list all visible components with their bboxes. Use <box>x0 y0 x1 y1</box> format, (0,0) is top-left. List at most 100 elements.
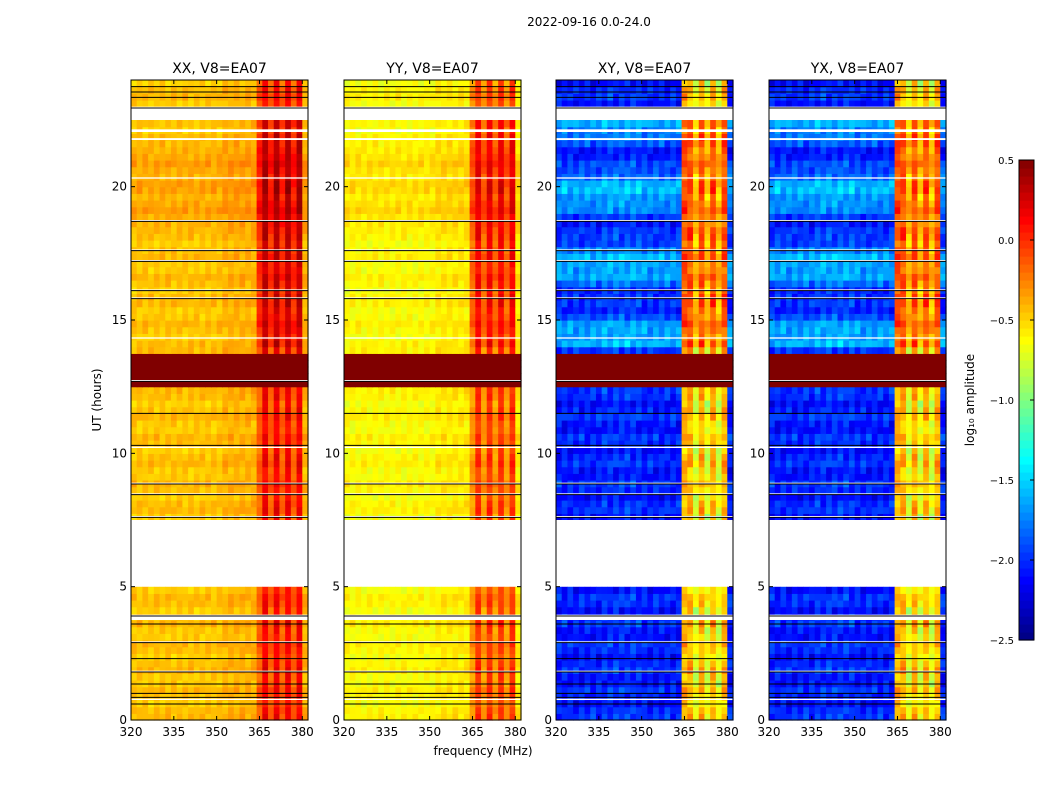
heatmap-cell <box>205 346 212 354</box>
heatmap-cell <box>131 200 138 208</box>
heatmap-cell <box>412 713 419 721</box>
heatmap-cell <box>131 446 138 454</box>
heatmap-cell <box>395 413 402 421</box>
heatmap-cell <box>498 706 505 714</box>
heatmap-cell <box>279 646 286 654</box>
heatmap-cell <box>503 346 511 354</box>
heatmap-cell <box>228 140 235 148</box>
heatmap-cell <box>290 86 298 94</box>
heatmap-cell <box>481 366 488 374</box>
heatmap-cell <box>136 233 144 241</box>
heatmap-cell <box>296 193 303 201</box>
heatmap-cell <box>441 233 448 241</box>
heatmap-cell <box>395 493 402 501</box>
heatmap-cell <box>492 500 499 508</box>
heatmap-cell <box>136 226 144 234</box>
heatmap-cell <box>233 706 241 714</box>
heatmap-cell <box>372 333 379 341</box>
heatmap-cell <box>245 400 252 408</box>
heatmap-cell <box>458 506 465 514</box>
heatmap-cell <box>233 353 241 361</box>
heatmap-cell <box>355 386 362 394</box>
heatmap-cell <box>412 466 419 474</box>
heatmap-cell <box>228 233 235 241</box>
heatmap-cell <box>205 140 212 148</box>
heatmap-cell <box>233 133 241 141</box>
heatmap-cell <box>378 433 385 441</box>
heatmap-cell <box>441 646 448 654</box>
heatmap-cell <box>435 300 442 308</box>
flagged-row <box>131 641 308 643</box>
heatmap-cell <box>245 446 252 454</box>
heatmap-cell <box>216 346 223 354</box>
heatmap-cell <box>515 326 522 334</box>
flagged-row <box>131 129 308 132</box>
heatmap-cell <box>142 346 149 354</box>
heatmap-cell <box>418 626 425 634</box>
heatmap-cell <box>250 120 258 128</box>
heatmap-cell <box>279 420 286 428</box>
heatmap-cell <box>475 386 482 394</box>
heatmap-cell <box>435 500 442 508</box>
heatmap-cell <box>492 593 499 601</box>
heatmap-cell <box>389 260 396 268</box>
heatmap-cell <box>290 280 298 288</box>
heatmap-cell <box>481 646 488 654</box>
heatmap-cell <box>228 213 235 221</box>
heatmap-cell <box>418 500 425 508</box>
heatmap-cell <box>389 593 396 601</box>
heatmap-cell <box>418 160 425 168</box>
heatmap-cell <box>165 260 172 268</box>
heatmap-cell <box>222 420 229 428</box>
heatmap-cell <box>159 193 166 201</box>
heatmap-cell <box>199 226 206 234</box>
heatmap-cell <box>239 233 246 241</box>
heatmap-cell <box>401 280 408 288</box>
heatmap-cell <box>188 446 195 454</box>
heatmap-cell <box>423 173 431 181</box>
heatmap-cell <box>355 353 362 361</box>
heatmap-cell <box>176 293 183 301</box>
flagged-row <box>131 337 308 339</box>
heatmap-cell <box>463 173 471 181</box>
heatmap-cell <box>182 600 189 608</box>
heatmap-cell <box>216 506 223 514</box>
heatmap-cell <box>216 406 223 414</box>
heatmap-cell <box>262 120 269 128</box>
heatmap-cell <box>142 413 149 421</box>
heatmap-cell <box>256 366 263 374</box>
heatmap-cell <box>279 326 286 334</box>
heatmap-cell <box>383 240 391 248</box>
heatmap-cell <box>256 326 263 334</box>
heatmap-cell <box>441 386 448 394</box>
heatmap-cell <box>290 300 298 308</box>
heatmap-cell <box>245 373 252 381</box>
heatmap-cell <box>176 506 183 514</box>
heatmap-cell <box>268 413 275 421</box>
heatmap-cell <box>170 500 178 508</box>
heatmap-cell <box>515 400 522 408</box>
heatmap-cell <box>165 280 172 288</box>
heatmap-cell <box>233 406 241 414</box>
heatmap-cell <box>349 633 357 641</box>
heatmap-cell <box>290 486 298 494</box>
heatmap-cell <box>148 433 155 441</box>
heatmap-cell <box>228 633 235 641</box>
heatmap-cell <box>366 293 374 301</box>
heatmap-cell <box>210 506 218 514</box>
heatmap-cell <box>182 440 189 448</box>
heatmap-cell <box>372 320 379 328</box>
heatmap-cell <box>142 226 149 234</box>
heatmap-cell <box>446 606 454 614</box>
heatmap-cell <box>302 380 309 388</box>
heatmap-cell <box>355 460 362 468</box>
heatmap-cell <box>245 320 252 328</box>
heatmap-cell <box>383 506 391 514</box>
heatmap-cell <box>498 426 505 434</box>
heatmap-cell <box>193 466 201 474</box>
heatmap-cell <box>509 486 516 494</box>
heatmap-cell <box>256 260 263 268</box>
heatmap-cell <box>389 266 396 274</box>
heatmap-cell <box>498 686 505 694</box>
heatmap-cell <box>349 600 357 608</box>
